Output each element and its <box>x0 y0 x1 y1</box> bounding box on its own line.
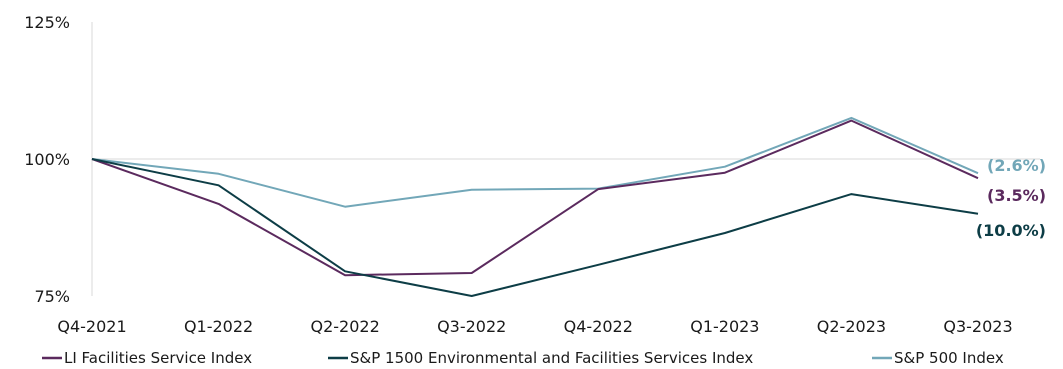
series-line <box>91 158 979 297</box>
x-tick-label: Q4-2022 <box>564 317 633 336</box>
end-label: (3.5%) <box>987 186 1046 205</box>
end-label: (2.6%) <box>987 156 1046 175</box>
x-axis: Q4-2021 Q1-2022 Q2-2022 Q3-2022 Q4-2022 Q1-20… <box>57 317 1012 336</box>
x-tick-label: Q3-2022 <box>437 317 506 336</box>
legend-label: S&P 1500 Environmental and Facilities Se… <box>350 349 753 367</box>
y-tick-label: 75% <box>34 287 70 306</box>
x-tick-label: Q2-2023 <box>817 317 886 336</box>
legend-label: LI Facilities Service Index <box>64 349 252 367</box>
x-tick-label: Q4-2021 <box>57 317 126 336</box>
x-tick-label: Q1-2022 <box>184 317 253 336</box>
x-tick-label: Q3-2023 <box>943 317 1012 336</box>
y-tick-label: 100% <box>24 150 70 169</box>
x-tick-label: Q2-2022 <box>311 317 380 336</box>
y-axis: 125% 100% 75% <box>24 13 93 306</box>
legend-label: S&P 500 Index <box>894 349 1004 367</box>
end-labels: (3.5%) (10.0%) (2.6%) <box>976 156 1046 240</box>
legend: LI Facilities Service Index S&P 1500 Envi… <box>42 349 1004 367</box>
series-line <box>91 119 979 277</box>
x-tick-label: Q1-2023 <box>690 317 759 336</box>
series-line <box>91 116 979 208</box>
series-lines <box>91 116 979 297</box>
end-label: (10.0%) <box>976 221 1046 240</box>
y-tick-label: 125% <box>24 13 70 32</box>
